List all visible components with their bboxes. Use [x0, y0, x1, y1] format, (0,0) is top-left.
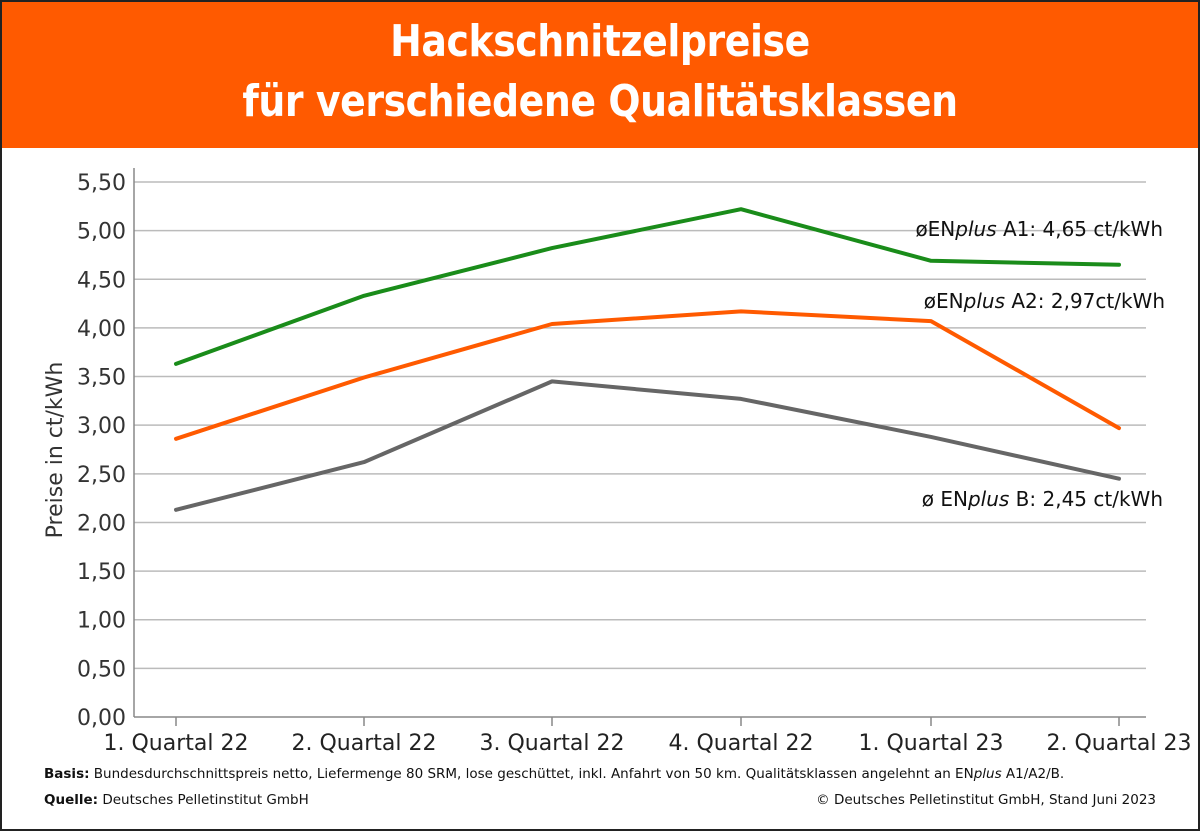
x-tick-label: 1. Quartal 22 — [104, 731, 249, 756]
series-line — [174, 379, 1121, 512]
source-label: Quelle: — [44, 792, 99, 808]
y-tick-label: 2,50 — [77, 463, 126, 488]
data-series — [174, 207, 1121, 512]
title-line-2: für verschiedene Qualitätsklassen — [242, 76, 958, 127]
gridlines — [134, 181, 1146, 670]
footer-source: Quelle: Deutsches Pelletinstitut GmbH — [44, 792, 309, 808]
footer-basis: Basis: Bundesdurchschnittspreis netto, L… — [44, 766, 1064, 782]
series-annotations: øENplus A1: 4,65 ct/kWh øENplus A2: 2,97c… — [915, 217, 1165, 511]
series-line — [174, 309, 1121, 441]
x-tick-label: 4. Quartal 22 — [669, 731, 814, 756]
y-tick-label: 0,50 — [77, 657, 126, 682]
x-tick-label: 3. Quartal 22 — [480, 731, 625, 756]
x-tick-label: 2. Quartal 22 — [292, 731, 437, 756]
y-tick-label: 5,50 — [77, 171, 126, 196]
series-annotation: ø ENplus B: 2,45 ct/kWh — [922, 487, 1163, 511]
basis-label: Basis: — [44, 766, 90, 782]
x-tick-labels: 1. Quartal 22 2. Quartal 22 3. Quartal 22 4… — [104, 717, 1192, 756]
y-tick-label: 4,00 — [77, 317, 126, 342]
y-tick-labels: 0,00 0,50 1,00 1,50 2,00 2,50 3,00 3,50 4,00 4,50… — [77, 171, 126, 731]
title-banner: Hackschnitzelpreise für verschiedene Qua… — [2, 2, 1198, 148]
title-line-1: Hackschnitzelpreise — [390, 16, 810, 67]
y-tick-label: 5,00 — [77, 220, 126, 245]
x-tick-label: 1. Quartal 23 — [859, 731, 1004, 756]
basis-end: A1/A2/B. — [1001, 766, 1065, 782]
basis-italic: plus — [973, 766, 1002, 782]
y-tick-label: 3,50 — [77, 366, 126, 391]
source-text: Deutsches Pelletinstitut GmbH — [98, 792, 309, 808]
y-tick-label: 1,50 — [77, 560, 126, 585]
series-annotation: øENplus A1: 4,65 ct/kWh — [915, 217, 1163, 241]
footer-copyright: © Deutsches Pelletinstitut GmbH, Stand J… — [816, 792, 1156, 808]
series-annotation: øENplus A2: 2,97ct/kWh — [924, 289, 1165, 313]
y-axis-label: Preise in ct/kWh — [43, 362, 68, 539]
series-line — [174, 207, 1121, 366]
y-tick-label: 0,00 — [77, 706, 126, 731]
y-tick-label: 4,50 — [77, 268, 126, 293]
basis-text: Bundesdurchschnittspreis netto, Lieferme… — [89, 766, 974, 782]
y-tick-label: 1,00 — [77, 609, 126, 634]
x-tick-label: 2. Quartal 23 — [1047, 731, 1192, 756]
y-tick-label: 3,00 — [77, 414, 126, 439]
y-tick-label: 2,00 — [77, 511, 126, 536]
